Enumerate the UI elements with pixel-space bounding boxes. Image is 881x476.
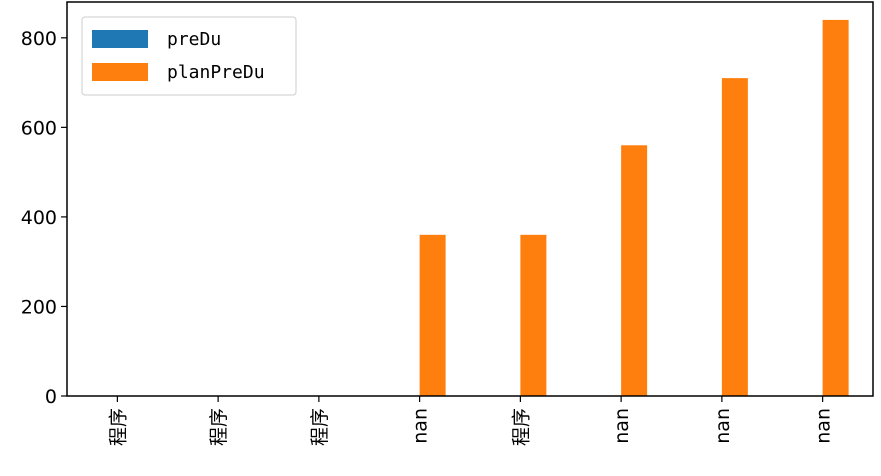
x-tick-label-4: 程序 (510, 408, 532, 446)
x-tick-label-6: nan (712, 408, 734, 444)
bars-layer (419, 19, 849, 397)
bar-planPreDu-7 (822, 19, 849, 397)
y-tick-label-0: 0 (45, 386, 57, 408)
bar-planPreDu-3 (419, 234, 446, 396)
x-tick-label-5: nan (611, 408, 633, 444)
bar-planPreDu-4 (520, 234, 547, 396)
y-tick-label-1: 200 (21, 296, 57, 318)
x-tick-label-0: 程序 (107, 408, 129, 446)
bar-planPreDu-5 (621, 145, 648, 396)
x-tick-label-1: 程序 (208, 408, 230, 446)
legend-swatch-series-1 (92, 63, 148, 81)
legend: preDu planPreDu (81, 16, 297, 96)
legend-label-series-1: planPreDu (167, 62, 265, 83)
axes-layer (66, 1, 874, 397)
x-tick-label-3: nan (410, 408, 432, 444)
ticks-layer: 0 200 400 600 800 程序 程序 程序 nan 程序 nan nan nan (21, 28, 835, 446)
legend-label-series-0: preDu (167, 29, 221, 50)
bar-planPreDu-6 (721, 78, 748, 396)
x-tick-label-2: 程序 (309, 408, 331, 446)
y-tick-label-3: 600 (21, 117, 57, 139)
y-tick-label-4: 800 (21, 28, 57, 50)
legend-swatch-series-0 (92, 30, 148, 48)
x-tick-label-7: nan (813, 408, 835, 444)
plot-frame (66, 1, 874, 397)
y-tick-label-2: 400 (21, 207, 57, 229)
